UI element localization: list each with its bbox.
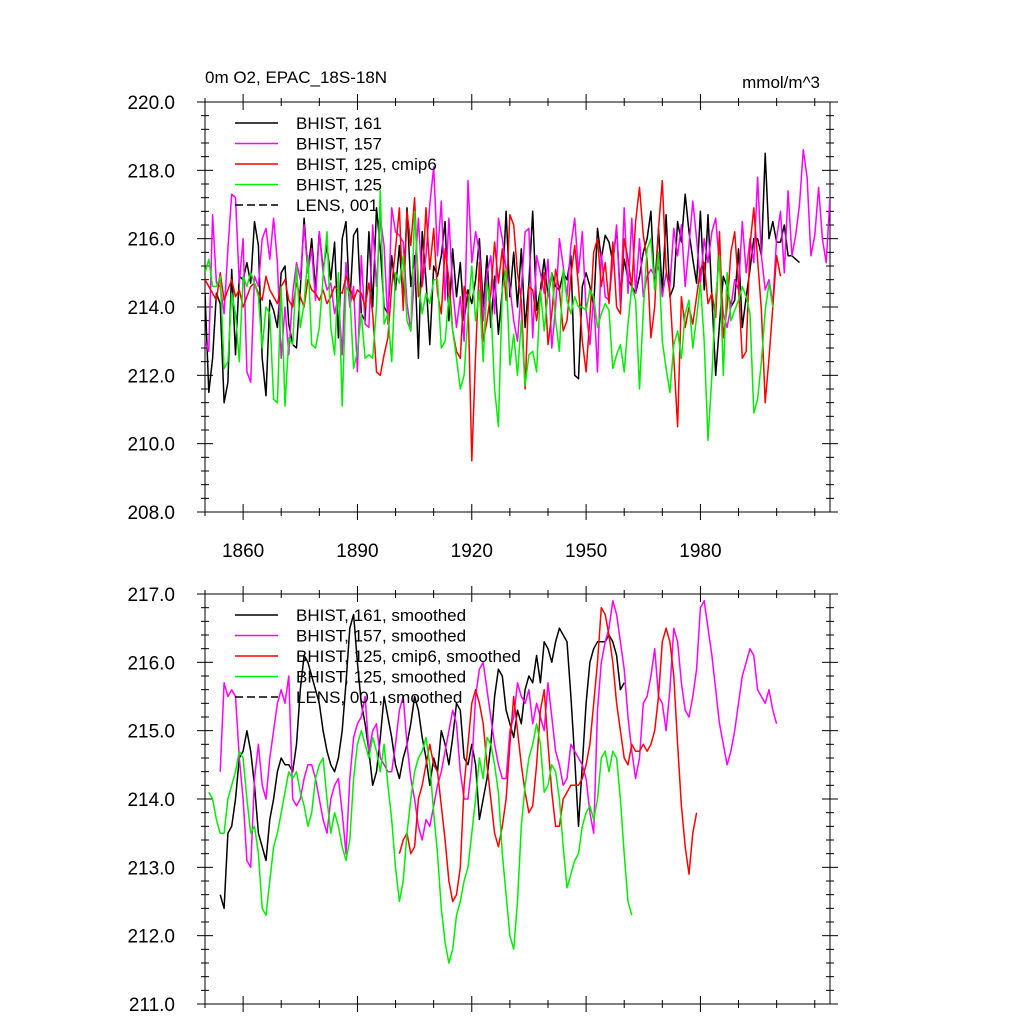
x-tick-label: 1920	[451, 541, 493, 562]
bottom-panel: 211.0 212.0 213.0 214.0 215.0 216.0 217.0 BHIST…	[127, 585, 838, 1016]
legend-label: LENS, 001, smoothed	[296, 688, 462, 707]
y-tick-label: 214.0	[127, 298, 175, 319]
legend-label: BHIST, 157	[296, 135, 382, 154]
legend-label: LENS, 001	[296, 196, 378, 215]
series-group	[208, 600, 778, 964]
x-tick-label: 1860	[222, 541, 264, 562]
y-tick-label: 216.0	[127, 230, 175, 251]
series-line-2	[398, 606, 698, 903]
series-group	[205, 149, 830, 462]
y-tick-label: 220.0	[127, 93, 175, 114]
legend-label: BHIST, 125	[296, 176, 382, 195]
units-label: mmol/m^3	[742, 73, 820, 92]
x-tick-label: 1890	[336, 541, 378, 562]
series-line-3	[208, 723, 633, 964]
legend-label: BHIST, 125, cmip6, smoothed	[296, 647, 521, 666]
top-panel: 0m O2, EPAC_18S-18N mmol/m^3 208.0 210.0 212…	[127, 68, 838, 562]
y-tick-label: 208.0	[127, 503, 175, 524]
legend-label: BHIST, 125, cmip6	[296, 155, 437, 174]
series-line-3	[205, 190, 774, 442]
x-tick-label: 1950	[565, 541, 607, 562]
chart-title: 0m O2, EPAC_18S-18N	[205, 68, 387, 87]
y-tick-label: 215.0	[127, 722, 175, 743]
y-tick-label: 217.0	[127, 585, 175, 606]
legend-label: BHIST, 161	[296, 114, 382, 133]
series-line-0	[219, 613, 625, 910]
x-tick-label: 1980	[679, 541, 721, 562]
y-tick-label: 214.0	[127, 790, 175, 811]
y-tick-label: 213.0	[127, 858, 175, 879]
y-tick-label: 212.0	[127, 927, 175, 948]
y-tick-label: 216.0	[127, 653, 175, 674]
legend-label: BHIST, 161, smoothed	[296, 606, 466, 625]
series-line-1	[205, 149, 830, 383]
y-tick-label: 218.0	[127, 161, 175, 182]
legend-label: BHIST, 157, smoothed	[296, 627, 466, 646]
y-tick-label: 211.0	[129, 995, 175, 1016]
series-line-1	[219, 600, 778, 869]
legend-label: BHIST, 125, smoothed	[296, 668, 466, 687]
y-tick-label: 210.0	[127, 435, 175, 456]
y-tick-label: 212.0	[127, 366, 175, 387]
